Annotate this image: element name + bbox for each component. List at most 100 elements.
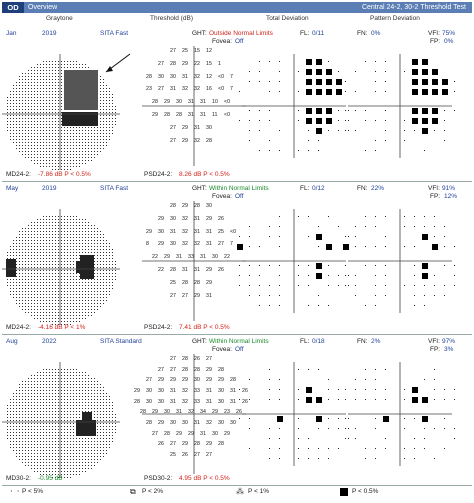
- total-deviation-plot: [239, 362, 349, 466]
- false-negatives: 0%: [371, 30, 381, 37]
- vfi-value: 97%: [442, 338, 456, 345]
- vfi-value: 75%: [442, 30, 456, 37]
- threshold-value: 28: [134, 398, 140, 405]
- threshold-value: 23: [146, 86, 152, 93]
- threshold-value: 15: [206, 60, 212, 67]
- false-positives: 3%: [444, 346, 454, 353]
- fixation-losses: 0/11: [312, 30, 325, 37]
- threshold-value: 28: [194, 203, 200, 209]
- graytone-dots: [7, 216, 116, 325]
- threshold-value: <0: [218, 73, 225, 80]
- threshold-value: 28: [218, 366, 224, 373]
- threshold-value: 28: [170, 203, 176, 209]
- threshold-value: 29: [218, 377, 224, 384]
- threshold-value: 29: [134, 388, 140, 394]
- header-bar: OD Overview Central 24-2, 30-2 Threshold…: [2, 2, 472, 13]
- graytone-dots: [7, 61, 116, 170]
- threshold-value: 29: [182, 203, 188, 209]
- threshold-value: 30: [194, 377, 200, 384]
- visit-plots: [2, 201, 455, 325]
- threshold-value: 25: [170, 279, 176, 286]
- threshold-value: 27: [158, 60, 164, 67]
- threshold-value: 12: [206, 48, 212, 54]
- threshold-value: 27: [146, 377, 152, 384]
- threshold-value: 28: [164, 430, 170, 437]
- legend-p5: P < 5%: [22, 488, 44, 495]
- threshold-value: 27: [158, 86, 164, 93]
- test-strategy: SITA Fast: [100, 185, 129, 192]
- arrow-head: [106, 66, 113, 72]
- threshold-value: 31: [170, 228, 176, 235]
- threshold-value: <0: [218, 86, 225, 93]
- threshold-value: 29: [206, 279, 212, 286]
- legend-p1-icon: ⁂: [236, 487, 244, 496]
- threshold-value: 29: [206, 267, 212, 273]
- threshold-value: 27: [152, 430, 158, 437]
- md-value: -7.86 dB P < 0.5%: [38, 171, 91, 178]
- fn-label: FN:: [357, 338, 368, 345]
- false-negatives: 2%: [371, 338, 381, 345]
- threshold-value: 25: [218, 228, 224, 235]
- threshold-value: 30: [164, 409, 170, 416]
- threshold-value: 27: [182, 292, 188, 299]
- threshold-value: 31: [230, 398, 236, 405]
- vfi-label: VFI:: [428, 338, 440, 345]
- ght-label: GHT:: [192, 30, 207, 37]
- threshold-value: 32: [182, 398, 188, 405]
- threshold-value: 27: [170, 292, 176, 299]
- threshold-value: 7: [230, 241, 233, 248]
- legend-p05: P < 0.5%: [352, 488, 379, 495]
- threshold-value: 29: [170, 377, 176, 384]
- visit-plots: [2, 354, 455, 478]
- threshold-value: 27: [170, 441, 176, 448]
- total-deviation-plot: [237, 209, 349, 313]
- threshold-value: <0: [224, 112, 231, 118]
- threshold-value: 28: [182, 366, 188, 373]
- threshold-value: 28: [218, 441, 224, 448]
- legend-p2-icon: ⧉: [130, 487, 136, 496]
- threshold-value: 33: [194, 398, 200, 405]
- threshold-value: 29: [206, 441, 212, 448]
- threshold-value: 30: [158, 398, 164, 405]
- threshold-value: 30: [170, 420, 176, 426]
- test-strategy: SITA Fast: [100, 30, 129, 37]
- threshold-value: 30: [176, 99, 182, 106]
- threshold-value: 23: [224, 409, 230, 416]
- threshold-value: 29: [182, 377, 188, 384]
- vfi-label: VFI:: [428, 185, 440, 192]
- threshold-value: 29: [224, 430, 230, 437]
- threshold-value: 26: [236, 409, 242, 416]
- md-label: MD24-2:: [6, 171, 31, 178]
- pattern-deviation-plot: [345, 54, 455, 158]
- threshold-value: 29: [206, 377, 212, 384]
- threshold-value: 29: [194, 292, 200, 299]
- fn-label: FN:: [357, 185, 368, 192]
- threshold-value: 30: [230, 420, 236, 426]
- threshold-value: 32: [206, 420, 212, 426]
- fl-label: FL:: [300, 338, 310, 345]
- threshold-value: 29: [182, 137, 188, 144]
- fovea-value: Off: [235, 38, 244, 45]
- eye-tab[interactable]: OD: [2, 2, 24, 13]
- threshold-value: 31: [194, 228, 200, 235]
- threshold-value: 29: [146, 228, 152, 235]
- threshold-value: 12: [206, 73, 212, 80]
- fovea-label: Fovea:: [212, 38, 232, 45]
- threshold-value: 28: [194, 366, 200, 373]
- fovea-label: Fovea:: [212, 346, 232, 353]
- tab-overview[interactable]: Overview: [28, 4, 58, 11]
- visit-panel: May 2019 SITA Fast GHT: Within Normal Limits…: [2, 183, 472, 335]
- threshold-value: 31: [194, 124, 200, 131]
- threshold-value: 29: [182, 441, 188, 448]
- threshold-value: 32: [188, 409, 194, 416]
- threshold-value: 28: [146, 73, 152, 80]
- threshold-value: 31: [206, 398, 212, 405]
- threshold-value: 29: [158, 215, 164, 222]
- threshold-value: 28: [170, 60, 176, 67]
- threshold-value: 28: [176, 112, 182, 118]
- fl-label: FL:: [300, 30, 310, 37]
- threshold-value: 31: [194, 420, 200, 426]
- fixation-losses: 0/18: [312, 338, 325, 345]
- fp-label: FP:: [430, 346, 441, 353]
- threshold-value: 29: [152, 409, 158, 416]
